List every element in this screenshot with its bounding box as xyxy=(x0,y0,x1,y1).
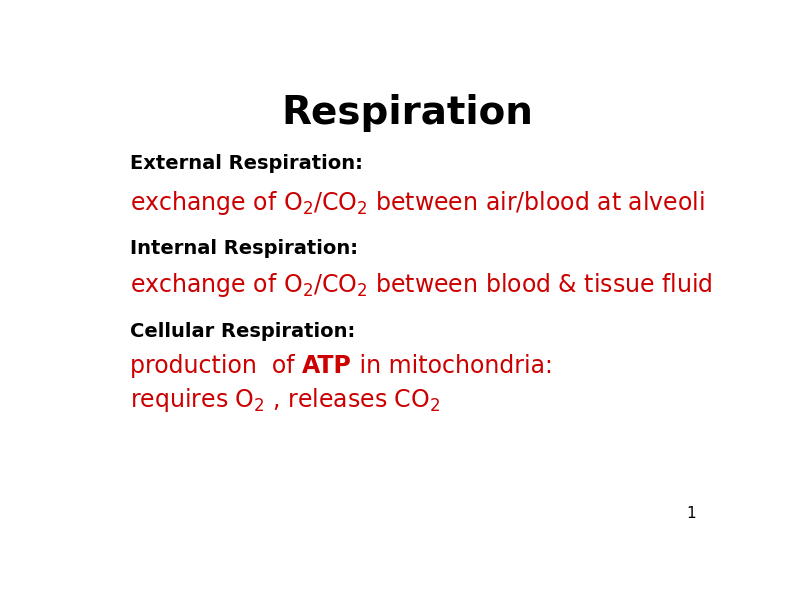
Text: exchange of O$_2$/CO$_2$ between blood & tissue fluid: exchange of O$_2$/CO$_2$ between blood &… xyxy=(130,271,712,299)
Text: production  of: production of xyxy=(130,354,303,378)
Text: Internal Respiration:: Internal Respiration: xyxy=(130,239,358,258)
Text: 1: 1 xyxy=(687,506,696,522)
Text: in mitochondria:: in mitochondria: xyxy=(352,354,553,378)
Text: requires O$_2$ , releases CO$_2$: requires O$_2$ , releases CO$_2$ xyxy=(130,386,440,414)
Text: exchange of O$_2$/CO$_2$ between air/blood at alveoli: exchange of O$_2$/CO$_2$ between air/blo… xyxy=(130,188,705,216)
Text: ATP: ATP xyxy=(303,354,352,378)
Text: Cellular Respiration:: Cellular Respiration: xyxy=(130,322,355,341)
Text: Respiration: Respiration xyxy=(281,95,533,132)
Text: External Respiration:: External Respiration: xyxy=(130,154,363,173)
